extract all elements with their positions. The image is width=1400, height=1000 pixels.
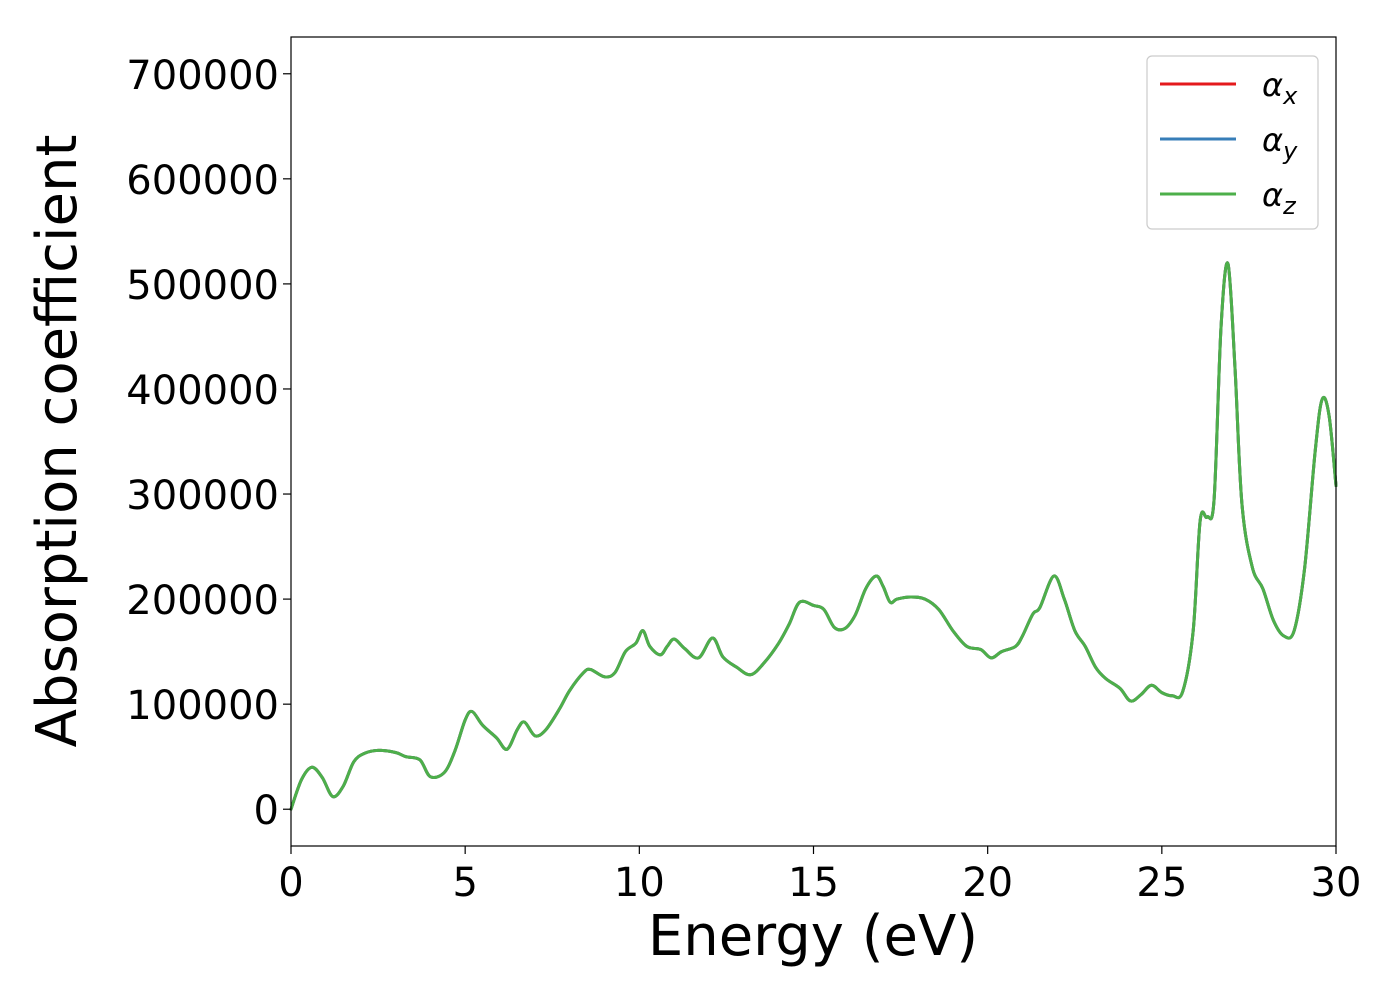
y-tick-label: 600000 xyxy=(126,158,279,204)
legend-label-alpha-x: αx xyxy=(1262,66,1298,110)
y-tick-label: 0 xyxy=(254,788,279,834)
y-axis-title: Absorption coefficient xyxy=(25,135,90,748)
legend-label-alpha-y: αy xyxy=(1262,121,1298,165)
x-tick-label: 25 xyxy=(1136,860,1187,906)
y-tick-label: 700000 xyxy=(126,53,279,99)
x-tick-label: 15 xyxy=(788,860,839,906)
series-layer xyxy=(289,261,1338,811)
y-tick-label: 200000 xyxy=(126,578,279,624)
x-tick-label: 30 xyxy=(1311,860,1362,906)
y-tick-label: 100000 xyxy=(126,683,279,729)
x-axis-title: Energy (eV) xyxy=(648,904,978,969)
legend: αx αy αz xyxy=(1146,55,1319,230)
y-tick-label: 400000 xyxy=(126,368,279,414)
x-tick-label: 0 xyxy=(278,860,303,906)
y-tick-label: 300000 xyxy=(126,473,279,519)
x-tick-label: 20 xyxy=(962,860,1013,906)
series-line-alpha-z xyxy=(289,261,1338,811)
x-axis: 0 5 10 15 20 25 30 xyxy=(278,846,1361,906)
x-tick-label: 5 xyxy=(452,860,477,906)
legend-label-alpha-z: αz xyxy=(1262,176,1297,220)
series-line-alpha-x xyxy=(289,261,1338,811)
legend-box xyxy=(1146,55,1319,230)
y-axis: 0 100000 200000 300000 400000 500000 600000 700… xyxy=(126,53,291,834)
y-tick-label: 500000 xyxy=(126,263,279,309)
x-tick-label: 10 xyxy=(614,860,665,906)
series-line-alpha-y xyxy=(289,261,1338,811)
